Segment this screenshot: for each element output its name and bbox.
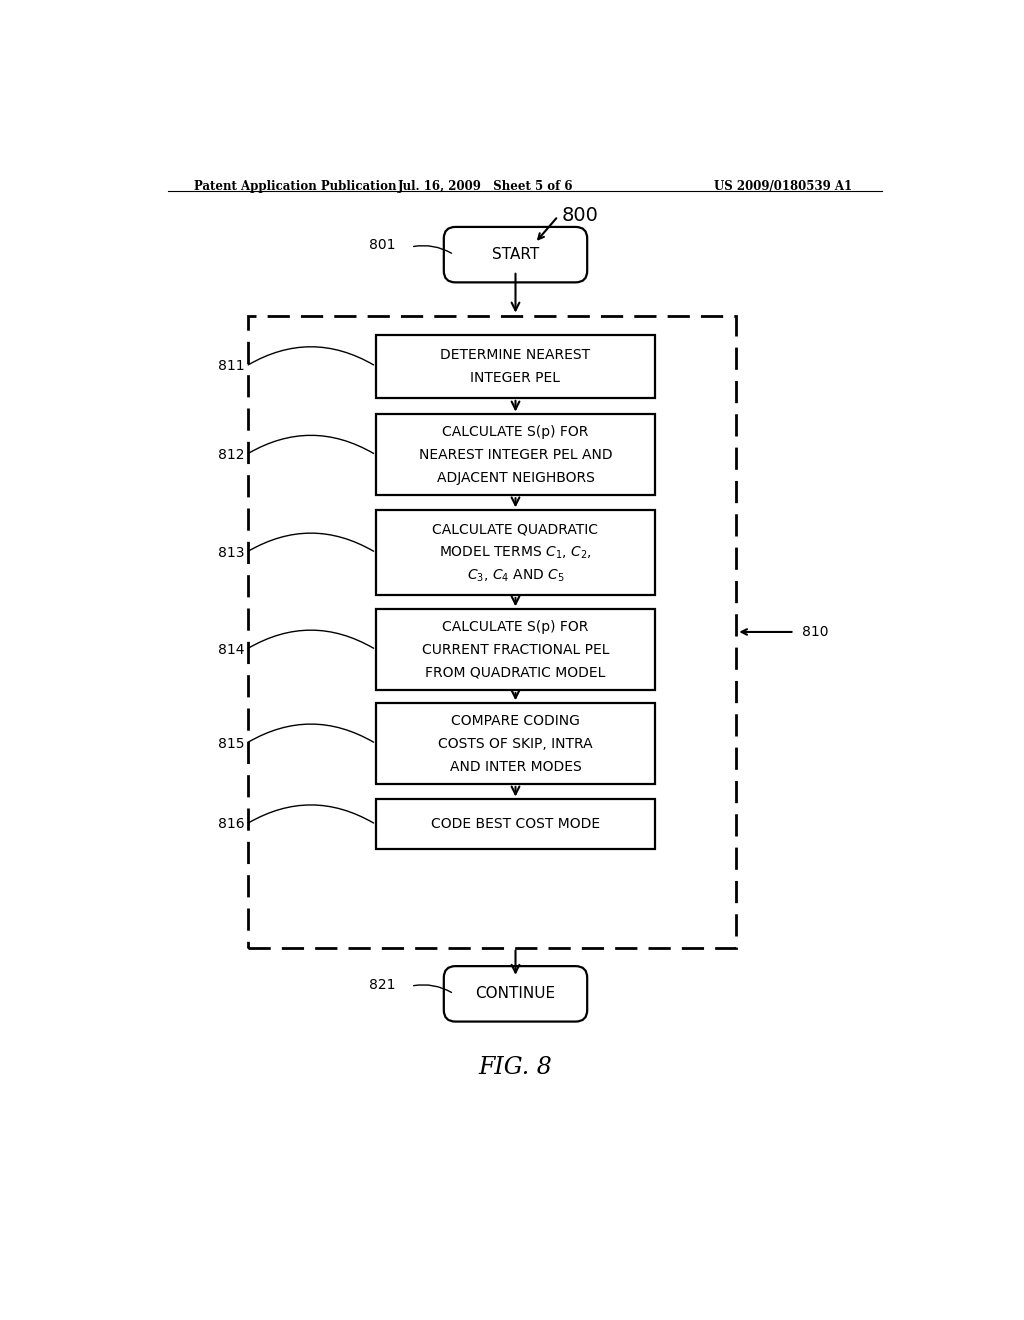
Text: CONTINUE: CONTINUE — [475, 986, 556, 1002]
Text: COSTS OF SKIP, INTRA: COSTS OF SKIP, INTRA — [438, 737, 593, 751]
Text: 815: 815 — [218, 737, 245, 751]
Text: 814: 814 — [218, 643, 245, 656]
Text: AND INTER MODES: AND INTER MODES — [450, 760, 582, 774]
Text: Jul. 16, 2009   Sheet 5 of 6: Jul. 16, 2009 Sheet 5 of 6 — [398, 180, 573, 193]
Text: 811: 811 — [218, 359, 245, 374]
FancyBboxPatch shape — [376, 704, 655, 784]
FancyBboxPatch shape — [443, 227, 587, 282]
Text: MODEL TERMS $C_1$, $C_2$,: MODEL TERMS $C_1$, $C_2$, — [439, 544, 592, 561]
Text: FROM QUADRATIC MODEL: FROM QUADRATIC MODEL — [425, 665, 605, 680]
Text: CALCULATE QUADRATIC: CALCULATE QUADRATIC — [432, 523, 598, 536]
Text: 810: 810 — [802, 624, 828, 639]
Text: START: START — [492, 247, 539, 263]
Text: DETERMINE NEAREST: DETERMINE NEAREST — [440, 347, 591, 362]
Text: 800: 800 — [562, 206, 599, 226]
Text: 812: 812 — [218, 447, 245, 462]
FancyBboxPatch shape — [376, 610, 655, 690]
FancyBboxPatch shape — [376, 800, 655, 850]
Text: 813: 813 — [218, 545, 245, 560]
Text: CALCULATE S(p) FOR: CALCULATE S(p) FOR — [442, 425, 589, 438]
Text: Patent Application Publication: Patent Application Publication — [194, 180, 396, 193]
Text: US 2009/0180539 A1: US 2009/0180539 A1 — [715, 180, 853, 193]
Bar — [248, 317, 736, 948]
Text: 816: 816 — [218, 817, 245, 832]
Text: CALCULATE S(p) FOR: CALCULATE S(p) FOR — [442, 619, 589, 634]
Text: FIG. 8: FIG. 8 — [478, 1056, 552, 1078]
FancyBboxPatch shape — [376, 414, 655, 495]
Text: NEAREST INTEGER PEL AND: NEAREST INTEGER PEL AND — [419, 447, 612, 462]
Text: INTEGER PEL: INTEGER PEL — [470, 371, 560, 385]
Text: 801: 801 — [369, 239, 395, 252]
Text: CODE BEST COST MODE: CODE BEST COST MODE — [431, 817, 600, 832]
Text: 821: 821 — [369, 978, 395, 991]
Text: COMPARE CODING: COMPARE CODING — [451, 714, 580, 727]
FancyBboxPatch shape — [443, 966, 587, 1022]
Text: ADJACENT NEIGHBORS: ADJACENT NEIGHBORS — [436, 471, 595, 484]
FancyBboxPatch shape — [376, 335, 655, 397]
FancyBboxPatch shape — [376, 511, 655, 595]
Text: CURRENT FRACTIONAL PEL: CURRENT FRACTIONAL PEL — [422, 643, 609, 656]
Text: $C_3$, $C_4$ AND $C_5$: $C_3$, $C_4$ AND $C_5$ — [467, 568, 564, 583]
